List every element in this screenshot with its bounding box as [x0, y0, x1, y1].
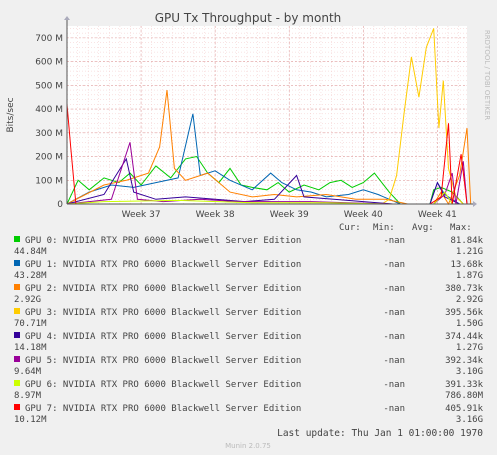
legend-header-cur: Cur:	[339, 223, 361, 233]
legend-series-name: GPU 6: NVIDIA RTX PRO 6000 Blackwell Ser…	[25, 380, 301, 390]
legend-cur: -nan	[383, 260, 405, 270]
x-tick-label: Week 41	[418, 210, 457, 220]
series-line-gpu-7	[66, 104, 468, 205]
legend-header-min: Min:	[373, 223, 395, 233]
legend-max: 1.21G	[456, 247, 483, 257]
legend-avg: 14.18M	[14, 343, 47, 353]
legend-swatch	[14, 404, 20, 410]
legend-max: 1.87G	[456, 271, 483, 281]
legend-swatch	[14, 356, 20, 362]
y-tick-label: 600 M	[35, 58, 63, 68]
legend-max: 3.10G	[456, 367, 483, 377]
legend-avg: 43.28M	[14, 271, 47, 281]
legend-avg: 44.84M	[14, 247, 47, 257]
legend-min: 374.44k	[445, 332, 484, 342]
legend-swatch	[14, 284, 20, 290]
legend-max: 1.27G	[456, 343, 483, 353]
last-update: Last update: Thu Jan 1 01:00:00 1970	[277, 428, 483, 439]
legend-max: 1.50G	[456, 319, 483, 329]
munin-version: Munin 2.0.75	[225, 442, 271, 450]
legend-avg: 9.64M	[14, 367, 42, 377]
x-axis-arrow	[473, 201, 477, 207]
y-tick-label: 300 M	[35, 129, 63, 139]
y-tick-label: 0	[57, 200, 63, 210]
chart-title: GPU Tx Throughput - by month	[155, 11, 342, 25]
legend-avg: 70.71M	[14, 319, 47, 329]
axes: 0 100 M 200 M 300 M 400 M 500 M 600 M 700 M Week…	[35, 16, 477, 220]
series-line-gpu-0	[66, 155, 464, 205]
y-tick-label: 100 M	[35, 176, 63, 186]
legend-cur: -nan	[383, 332, 405, 342]
legend-min: 81.84k	[450, 236, 483, 246]
legend-min: 392.34k	[445, 356, 484, 366]
y-axis-arrow	[64, 16, 70, 20]
legend-max: 786.80M	[445, 391, 484, 401]
legend-swatch	[14, 260, 20, 266]
y-tick-label: 200 M	[35, 153, 63, 163]
legend-swatch	[14, 236, 20, 242]
legend: Cur: Min: Avg: Max: GPU 0: NVIDIA RTX PR…	[14, 223, 484, 425]
legend-cur: -nan	[383, 356, 405, 366]
y-tick-label: 400 M	[35, 105, 63, 115]
series-line-gpu-3	[67, 28, 464, 205]
legend-min: 395.56k	[445, 308, 484, 318]
legend-swatch	[14, 332, 20, 338]
y-tick-label: 500 M	[35, 81, 63, 91]
grid	[66, 26, 467, 205]
legend-cur: -nan	[383, 380, 405, 390]
x-tick-label: Week 37	[122, 210, 161, 220]
series-line-gpu-4	[66, 157, 460, 205]
legend-swatch	[14, 308, 20, 314]
x-tick-label: Week 38	[196, 210, 235, 220]
y-axis-label: Bits/sec	[6, 97, 16, 132]
y-tick-label: 700 M	[35, 34, 63, 44]
legend-series-name: GPU 7: NVIDIA RTX PRO 6000 Blackwell Ser…	[25, 404, 301, 414]
legend-series-name: GPU 5: NVIDIA RTX PRO 6000 Blackwell Ser…	[25, 356, 301, 366]
legend-min: 405.91k	[445, 404, 484, 414]
legend-swatch	[14, 380, 20, 386]
legend-series-name: GPU 1: NVIDIA RTX PRO 6000 Blackwell Ser…	[25, 260, 301, 270]
legend-max: 2.92G	[456, 295, 483, 305]
legend-max: 3.16G	[456, 415, 483, 425]
legend-avg: 2.92G	[14, 295, 41, 305]
legend-cur: -nan	[383, 308, 405, 318]
legend-cur: -nan	[383, 284, 405, 294]
legend-avg: 10.12M	[14, 415, 47, 425]
legend-header-avg: Avg:	[412, 223, 434, 233]
legend-cur: -nan	[383, 404, 405, 414]
series-line-gpu-5	[66, 142, 468, 205]
legend-header-max: Max:	[450, 223, 472, 233]
legend-series-name: GPU 2: NVIDIA RTX PRO 6000 Blackwell Ser…	[25, 284, 301, 294]
legend-min: 13.68k	[450, 260, 483, 270]
x-tick-label: Week 39	[270, 210, 309, 220]
legend-avg: 8.97M	[14, 391, 42, 401]
x-tick-label: Week 40	[344, 210, 383, 220]
legend-series-name: GPU 4: NVIDIA RTX PRO 6000 Blackwell Ser…	[25, 332, 301, 342]
side-label: RRDTOOL / TOBI OETIKER	[483, 30, 491, 120]
legend-min: 391.33k	[445, 380, 484, 390]
legend-series-name: GPU 3: NVIDIA RTX PRO 6000 Blackwell Ser…	[25, 308, 301, 318]
plot-area	[67, 26, 467, 204]
legend-min: 380.73k	[445, 284, 484, 294]
legend-series-name: GPU 0: NVIDIA RTX PRO 6000 Blackwell Ser…	[25, 236, 301, 246]
legend-cur: -nan	[383, 236, 405, 246]
